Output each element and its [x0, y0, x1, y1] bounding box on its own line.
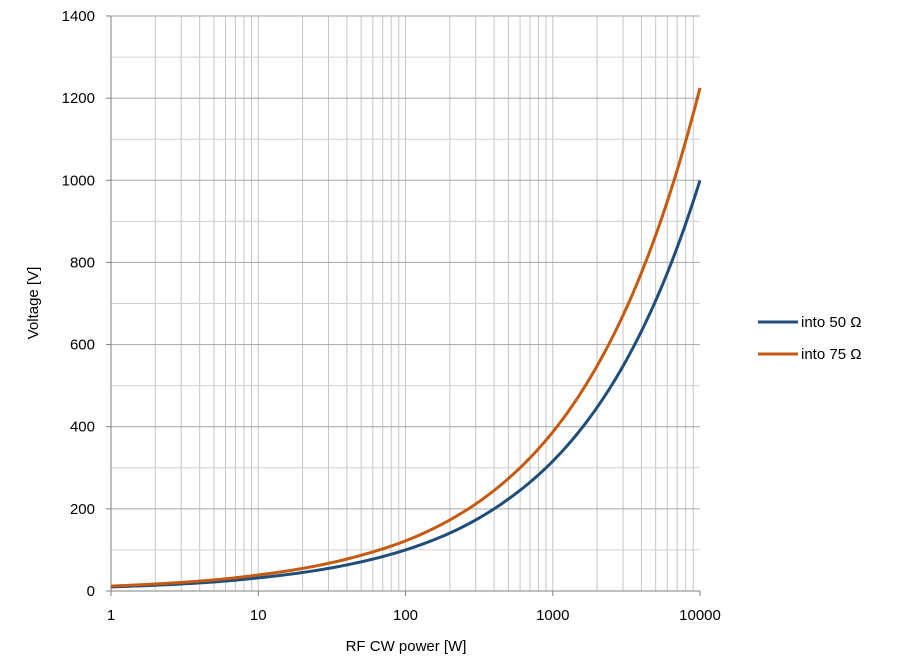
y-tick-label: 200 — [70, 501, 95, 518]
y-tick-label: 1200 — [62, 90, 95, 107]
x-axis-title: RF CW power [W] — [346, 638, 467, 655]
legend: into 50 Ω into 75 Ω — [758, 314, 861, 363]
x-tick-label: 1000 — [536, 607, 569, 624]
series-line-into-75-ohm — [110, 87, 702, 588]
y-tick-label: 800 — [70, 254, 95, 271]
x-tick-label: 10000 — [679, 607, 721, 624]
series-lines — [110, 87, 702, 589]
y-tick-label: 1000 — [62, 172, 95, 189]
y-tick-label: 400 — [70, 419, 95, 436]
y-tick-label: 1400 — [62, 8, 95, 25]
y-tick-label: 0 — [87, 583, 95, 600]
axes — [106, 15, 701, 596]
x-tick-label: 10 — [250, 607, 267, 624]
legend-label-50: into 50 Ω — [801, 314, 861, 331]
y-axis-title: Voltage [V] — [25, 267, 42, 340]
x-tick-label: 1 — [107, 607, 115, 624]
grid — [111, 15, 700, 591]
legend-label-75: into 75 Ω — [801, 346, 861, 363]
x-tick-label: 100 — [393, 607, 418, 624]
tick-labels: 0 200 400 600 800 1000 1200 1400 1 10 100 1000 10000 — [62, 8, 721, 624]
series-line-into-50-ohm — [110, 179, 702, 589]
y-tick-label: 600 — [70, 337, 95, 354]
